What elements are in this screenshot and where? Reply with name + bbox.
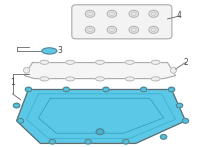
Polygon shape: [25, 63, 175, 79]
Ellipse shape: [40, 60, 49, 64]
Ellipse shape: [66, 77, 75, 81]
Ellipse shape: [66, 60, 75, 64]
Circle shape: [17, 118, 24, 123]
Circle shape: [149, 10, 158, 17]
Text: 1: 1: [10, 78, 15, 87]
Circle shape: [96, 129, 104, 135]
Text: 2: 2: [183, 58, 188, 67]
Circle shape: [149, 26, 158, 33]
Circle shape: [129, 10, 139, 17]
Circle shape: [85, 26, 95, 33]
Circle shape: [168, 87, 175, 92]
Polygon shape: [17, 90, 185, 143]
Text: 4: 4: [177, 11, 182, 20]
Ellipse shape: [40, 77, 49, 81]
Circle shape: [63, 87, 69, 92]
Ellipse shape: [42, 48, 57, 54]
FancyBboxPatch shape: [72, 5, 172, 39]
Circle shape: [85, 10, 95, 17]
Circle shape: [49, 139, 56, 144]
Ellipse shape: [96, 60, 104, 64]
Ellipse shape: [96, 77, 104, 81]
Circle shape: [85, 139, 91, 144]
Ellipse shape: [125, 60, 134, 64]
Circle shape: [176, 103, 183, 108]
Circle shape: [107, 26, 117, 33]
Ellipse shape: [125, 77, 134, 81]
Ellipse shape: [151, 77, 160, 81]
Circle shape: [123, 139, 129, 144]
Circle shape: [13, 103, 20, 108]
Ellipse shape: [24, 67, 29, 73]
Circle shape: [25, 87, 32, 92]
Circle shape: [129, 26, 139, 33]
Ellipse shape: [151, 60, 160, 64]
Ellipse shape: [171, 67, 176, 73]
Circle shape: [182, 118, 189, 123]
Circle shape: [103, 87, 109, 92]
Text: 3: 3: [58, 46, 63, 55]
Circle shape: [160, 135, 167, 139]
Circle shape: [107, 10, 117, 17]
Circle shape: [141, 87, 147, 92]
